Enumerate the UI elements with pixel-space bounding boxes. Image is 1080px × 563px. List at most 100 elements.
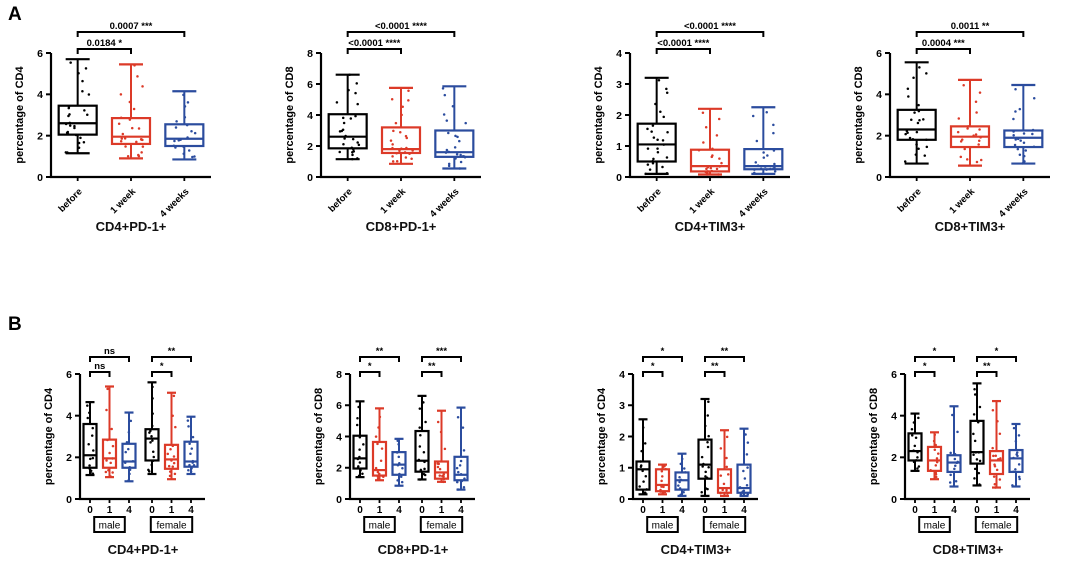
points-4-1	[436, 420, 447, 484]
x-tick-label: 1 week	[687, 186, 717, 216]
box-0-0	[635, 418, 651, 496]
box-3-0	[414, 394, 430, 481]
y-tick-label: 4	[307, 110, 313, 122]
sig-bracket-0-2: **	[359, 346, 400, 362]
panel-title-a-cd4-pd1: CD4+PD-1+	[95, 219, 167, 234]
y-tick-label: 0	[619, 494, 625, 506]
x-tick-label: 0	[419, 505, 425, 516]
y-tick-label: 2	[307, 141, 313, 153]
panel-title-b-cd4-tim3: CD4+TIM3+	[660, 542, 732, 557]
points-1-1	[659, 464, 667, 495]
x-tick-label: 1 week	[108, 186, 138, 216]
box-2-4	[121, 411, 137, 483]
box-1-1 week	[110, 63, 152, 160]
box-0-before	[57, 58, 98, 155]
sig-label: 0.0007 ***	[110, 21, 153, 32]
sig-bracket-0-2: *	[914, 346, 955, 362]
sig-bracket-0-1: ns	[89, 361, 111, 377]
x-tick-label: 1	[932, 505, 938, 516]
points-0-0	[638, 426, 648, 495]
y-tick-label: 2	[891, 452, 897, 464]
group-label-female: female	[426, 521, 456, 532]
group-label-male: male	[924, 521, 946, 532]
panel-a-cd8-pd1: 0 2 4 6 8 percentage of CD8 before 1 week 4 week…	[275, 3, 527, 234]
boxplot-b-cd4-pd1: 0 2 4 6 percentage of CD4 0 1 4 0 1 4 male female ns n…	[43, 346, 205, 533]
y-tick-label: 4	[876, 89, 882, 101]
box-1-1	[654, 463, 671, 496]
y-axis-label: percentage of CD4	[593, 66, 605, 164]
x-tick-label: 0	[912, 505, 918, 516]
points-2-4 weeks	[1012, 88, 1036, 165]
box-2-4 weeks	[434, 85, 475, 170]
y-tick-label: 0	[876, 172, 882, 184]
points-3-0	[147, 385, 156, 473]
group-label-male: male	[99, 521, 121, 532]
box-0-0	[352, 400, 368, 479]
panel-title-b-cd4-pd1: CD4+PD-1+	[107, 542, 179, 557]
points-0-before	[644, 78, 669, 176]
points-2-4	[395, 439, 404, 484]
x-tick-label: 1	[107, 505, 113, 516]
sig-label: ***	[436, 346, 447, 357]
sig-label: <0.0001 ****	[684, 21, 736, 32]
points-1-1	[929, 433, 940, 479]
y-axis-label: percentage of CD8	[313, 388, 325, 485]
section-label-a: A	[8, 4, 22, 25]
y-axis-label: percentage of CD4	[43, 387, 55, 485]
x-tick-label: 4 weeks	[997, 186, 1031, 217]
points-1-1 week	[389, 89, 414, 163]
points-0-before	[64, 61, 91, 154]
sig-bracket-3-4: *	[151, 361, 173, 377]
y-axis-label: percentage of CD8	[868, 388, 880, 485]
y-tick-label: 1	[616, 141, 622, 153]
box-1-1 week	[689, 107, 731, 176]
x-tick-label: 0	[357, 505, 363, 516]
group-label-male: male	[369, 521, 391, 532]
x-tick-label: 4	[1013, 505, 1019, 516]
sig-label: <0.0001 ****	[657, 38, 709, 49]
group-label-female: female	[709, 521, 739, 532]
y-tick-label: 2	[37, 130, 43, 142]
points-2-4	[677, 457, 687, 496]
x-tick-label: 4 weeks	[737, 186, 771, 217]
box-1-1 week	[380, 86, 422, 165]
y-tick-label: 4	[619, 369, 625, 381]
sig-bracket-0-2: <0.0001 ****	[655, 21, 765, 37]
sig-bracket-3-5: **	[151, 346, 192, 362]
group-label-female: female	[156, 521, 186, 532]
y-tick-label: 0	[336, 494, 342, 506]
y-tick-label: 6	[66, 369, 72, 381]
x-tick-label: 4	[679, 505, 685, 516]
box-4-1	[988, 399, 1005, 489]
y-tick-label: 8	[336, 369, 342, 381]
y-tick-label: 3	[619, 400, 625, 412]
sig-bracket-0-2: 0.0007 ***	[76, 21, 186, 37]
y-tick-label: 2	[66, 452, 72, 464]
x-tick-label: 1	[377, 505, 383, 516]
points-2-4 weeks	[172, 93, 197, 159]
points-0-0	[355, 405, 365, 478]
section-label-b: B	[8, 314, 22, 335]
y-tick-label: 2	[619, 431, 625, 443]
y-tick-label: 2	[876, 130, 882, 142]
y-tick-label: 6	[37, 48, 43, 60]
sig-bracket-0-1: 0.0004 ***	[915, 38, 971, 54]
y-tick-label: 0	[66, 494, 72, 506]
group-label-box-male	[363, 516, 396, 533]
group-label-box-female	[702, 516, 747, 533]
box-1-1 week	[949, 78, 991, 167]
sig-bracket-0-2: <0.0001 ****	[346, 21, 456, 37]
points-0-before	[335, 73, 361, 161]
points-5-4	[1011, 426, 1021, 487]
panel-b-cd8-tim3: 0 2 4 6 percentage of CD8 0 1 4 0 1 4 male female * * *…	[859, 324, 1080, 557]
sig-bracket-0-1: *	[642, 361, 664, 377]
box-4-1	[163, 391, 180, 481]
panel-a-cd4-pd1: 0 2 4 6 percentage of CD4 before 1 week 4 weeks…	[5, 3, 257, 234]
box-5-4	[183, 415, 199, 476]
points-4-1	[991, 408, 1002, 489]
sig-label: 0.0004 ***	[922, 38, 965, 49]
box-2-4 weeks	[743, 106, 784, 175]
x-tick-label: 1	[722, 505, 728, 516]
x-tick-label: 1 week	[378, 186, 408, 216]
points-3-0	[417, 401, 427, 481]
